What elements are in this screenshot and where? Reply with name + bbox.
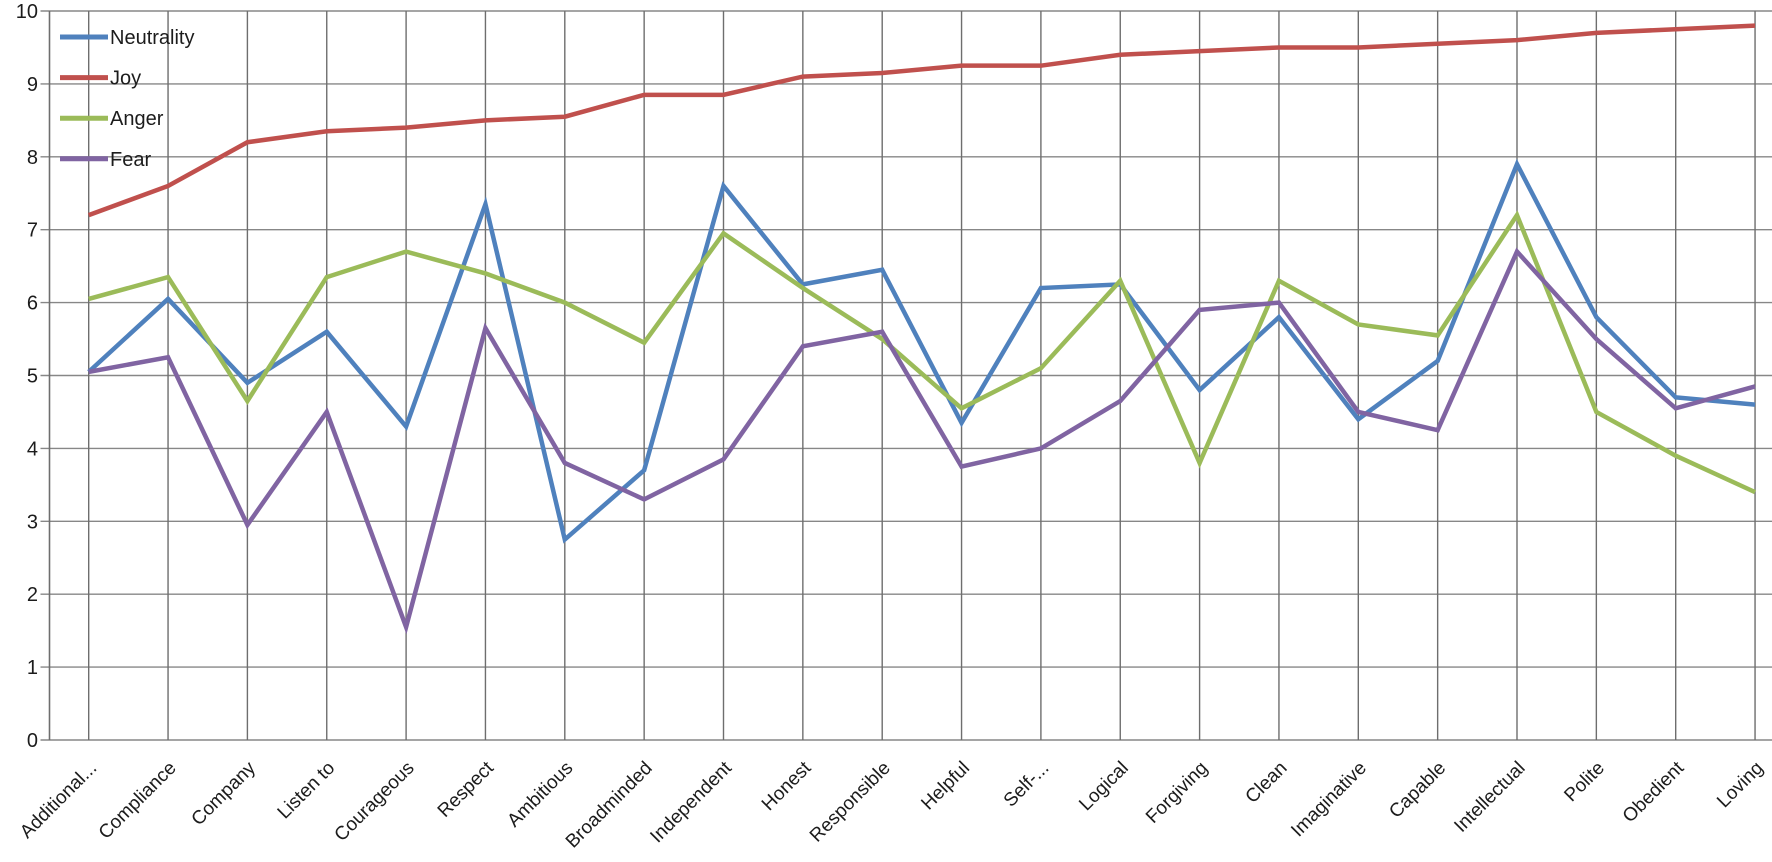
x-axis-tick-label: Forgiving	[1142, 758, 1212, 828]
x-axis-tick-label: Obedient	[1619, 757, 1689, 827]
x-axis-tick-label: Respect	[434, 757, 499, 822]
x-axis-tick-label: Company	[188, 757, 261, 830]
series-lines	[87, 23, 1756, 635]
legend-item-fear: Fear	[60, 149, 151, 171]
series-line-fear	[88, 247, 1756, 635]
y-axis-tick-label: 10	[16, 1, 38, 23]
x-gridlines	[48, 11, 1756, 740]
x-axis-tick-label: Independent	[646, 757, 736, 847]
x-axis-tick-label: Logical	[1075, 758, 1132, 815]
y-axis-tick-label: 5	[27, 366, 38, 388]
x-axis-tick-label: Helpful	[917, 758, 974, 815]
x-axis-tick-label: Responsible	[806, 758, 895, 847]
x-axis-tick-label: Courageous	[331, 758, 419, 846]
legend: Neutrality Joy Anger Fear	[60, 27, 194, 171]
x-axis-tick-label: Polite	[1560, 758, 1608, 806]
x-axis-tick-label: Honest	[758, 757, 816, 815]
x-axis-tick-label: Capable	[1385, 758, 1450, 823]
y-axis-tick-label: 0	[27, 730, 38, 752]
y-axis-tick-label: 1	[27, 657, 38, 679]
x-axis-tick-label: Imaginative	[1287, 758, 1371, 842]
x-axis-tick-label: Listen to	[274, 758, 340, 824]
y-axis-tick-label: 4	[27, 438, 38, 460]
legend-item-anger: Anger	[60, 108, 164, 130]
y-axis-labels: 0 1 2 3 4 5 6 7 8 9 10	[16, 1, 38, 752]
series-line-neutrality	[87, 158, 1756, 544]
y-axis-tick-label: 7	[27, 220, 38, 242]
x-axis-tick-label: Clean	[1242, 758, 1292, 808]
x-axis-tick-label: Additional...	[16, 758, 101, 843]
y-axis-tick-label: 9	[27, 74, 38, 96]
y-axis-tick-label: 8	[27, 147, 38, 169]
legend-label-anger: Anger	[110, 108, 164, 130]
y-axis-tick-label: 2	[27, 584, 38, 606]
y-axis-tick-label: 6	[27, 293, 38, 315]
series-line-anger	[88, 210, 1756, 495]
y-axis-tick-label: 3	[27, 511, 38, 533]
x-axis-tick-label: Loving	[1713, 758, 1767, 812]
legend-label-neutrality: Neutrality	[110, 27, 194, 49]
x-axis-tick-label: Compliance	[95, 758, 181, 844]
x-axis-tick-label: Self-...	[1000, 758, 1054, 812]
x-axis-tick-label: Intellectual	[1450, 758, 1529, 837]
legend-label-joy: Joy	[110, 68, 141, 90]
legend-item-joy: Joy	[60, 68, 141, 90]
x-axis-tick-label: Ambitious	[503, 758, 577, 832]
x-axis-labels: Additional...Compliance Company Listen toC…	[16, 757, 1767, 852]
series-line-joy	[87, 23, 1756, 218]
legend-label-fear: Fear	[110, 149, 151, 171]
legend-item-neutrality: Neutrality	[60, 27, 194, 49]
